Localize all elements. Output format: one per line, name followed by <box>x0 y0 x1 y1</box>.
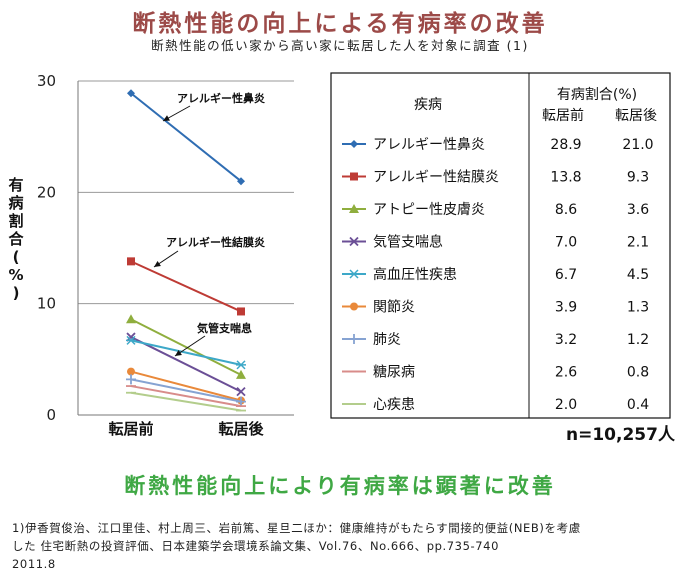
legend-disease-name: 糖尿病 <box>373 365 415 381</box>
page-subtitle: 断熱性能の低い家から高い家に転居した人を対象に調査 (1) <box>151 38 529 53</box>
legend-disease-name: アレルギー性結膜炎 <box>373 170 499 186</box>
legend-swatch-marker <box>350 302 358 311</box>
data-point <box>236 386 246 397</box>
data-point <box>126 374 136 385</box>
series-line <box>130 318 242 376</box>
data-point <box>126 314 136 324</box>
legend-row: 糖尿病 2.6 0.8 <box>342 365 649 381</box>
reference-line-2: した 住宅断熱の投資評価、日本建築学会環境系論文集、Vol.76、No.666、… <box>12 539 499 553</box>
legend-swatch-marker <box>349 334 359 344</box>
series-line <box>130 385 242 408</box>
legend-swatch-marker <box>350 140 358 148</box>
legend-value-before: 2.6 <box>555 365 577 381</box>
data-point <box>236 396 246 407</box>
legend-header-before: 転居前 <box>542 107 584 124</box>
series-line <box>130 378 242 403</box>
series-7 <box>130 385 242 408</box>
legend-swatch-marker <box>350 172 358 181</box>
data-point <box>127 89 135 98</box>
series-line <box>130 260 242 313</box>
legend-value-after: 1.2 <box>627 332 649 348</box>
legend-disease-name: 心疾患 <box>373 397 415 413</box>
legend-disease-name: アトピー性皮膚炎 <box>373 202 485 218</box>
annotation-arrowhead <box>163 115 170 121</box>
legend-row: アレルギー性鼻炎 28.9 21.0 <box>342 136 654 153</box>
series-8 <box>130 391 242 412</box>
legend-disease-name: 肺炎 <box>373 332 401 348</box>
y-tick-label: 30 <box>37 72 56 90</box>
series-line <box>130 370 242 402</box>
data-point <box>236 369 246 379</box>
legend-value-before: 8.6 <box>555 202 577 218</box>
legend-row: 関節炎 3.9 1.3 <box>342 299 649 316</box>
legend-swatch-marker <box>349 269 359 279</box>
legend-value-after: 21.0 <box>622 137 653 153</box>
y-axis-label: 有病割合(%) <box>7 176 24 302</box>
x-tick-label: 転居後 <box>218 420 264 438</box>
series-1 <box>130 260 242 313</box>
legend-header-after: 転居後 <box>615 108 657 124</box>
data-point <box>237 177 245 186</box>
data-point <box>237 307 245 316</box>
series-3 <box>130 336 242 393</box>
data-point <box>127 367 135 376</box>
legend-row: 心疾患 2.0 0.4 <box>342 397 649 413</box>
series-line <box>130 336 242 393</box>
legend-value-after: 0.8 <box>627 365 649 381</box>
series-0 <box>130 92 242 182</box>
legend-row: 高血圧性疾患 6.7 4.5 <box>342 266 649 283</box>
series-line <box>130 339 242 366</box>
legend-value-before: 3.9 <box>555 300 577 316</box>
series-line <box>130 391 242 412</box>
reference-line-3: 2011.8 <box>12 557 56 571</box>
legend-value-after: 9.3 <box>627 170 649 186</box>
y-tick-label: 0 <box>46 406 56 424</box>
reference-line-1: 1)伊香賀俊治、江口里佳、村上周三、岩前篤、星旦二ほか：健康維持がもたらす間接的… <box>12 521 581 535</box>
page-title: 断熱性能の向上による有病率の改善 <box>132 11 548 37</box>
data-point <box>236 360 246 370</box>
x-tick-label: 転居前 <box>108 420 153 438</box>
legend-value-after: 0.4 <box>627 397 649 413</box>
legend-value-before: 3.2 <box>555 332 577 348</box>
sample-size-label: n=10,257人 <box>566 425 675 445</box>
series-4 <box>130 339 242 366</box>
legend-swatch-marker <box>349 204 359 213</box>
legend-disease-name: 高血圧性疾患 <box>373 266 457 283</box>
legend-value-before: 6.7 <box>555 267 577 283</box>
series-5 <box>130 370 242 402</box>
conclusion-text: 断熱性能向上により有病率は顕著に改善 <box>124 474 556 498</box>
legend-row: アレルギー性結膜炎 13.8 9.3 <box>342 170 649 186</box>
legend-disease-name: 気管支喘息 <box>373 234 443 251</box>
legend-table-frame <box>330 72 671 419</box>
series-6 <box>130 378 242 403</box>
annotation-label: 気管支喘息 <box>197 321 252 335</box>
legend-value-before: 2.0 <box>555 397 577 413</box>
legend-value-after: 3.6 <box>627 202 649 218</box>
y-tick-label: 20 <box>37 183 56 201</box>
legend-disease-name: 関節炎 <box>373 299 415 316</box>
series-2 <box>130 318 242 376</box>
annotation-label: アレルギー性鼻炎 <box>177 91 265 105</box>
legend-value-before: 7.0 <box>555 235 577 251</box>
data-point <box>127 257 135 266</box>
y-tick-label: 10 <box>37 295 56 313</box>
legend-header-group: 有病割合(%) <box>557 86 637 103</box>
legend-value-before: 28.9 <box>550 137 581 153</box>
legend-row: アトピー性皮膚炎 8.6 3.6 <box>342 202 649 218</box>
legend-value-after: 4.5 <box>627 267 649 283</box>
legend-value-after: 2.1 <box>627 235 649 251</box>
reference-citation: 1)伊香賀俊治、江口里佳、村上周三、岩前篤、星旦二ほか：健康維持がもたらす間接的… <box>12 519 672 573</box>
legend-header-disease: 疾病 <box>414 97 442 113</box>
annotation-label: アレルギー性結膜炎 <box>166 235 265 249</box>
annotation-arrowhead <box>175 349 182 356</box>
legend-swatch-marker <box>349 236 359 247</box>
legend-disease-name: アレルギー性鼻炎 <box>373 136 485 153</box>
annotation-arrowhead <box>154 260 161 267</box>
legend-value-before: 13.8 <box>550 170 581 186</box>
legend-value-after: 1.3 <box>627 300 649 316</box>
series-line <box>130 92 242 182</box>
data-point <box>126 335 136 345</box>
